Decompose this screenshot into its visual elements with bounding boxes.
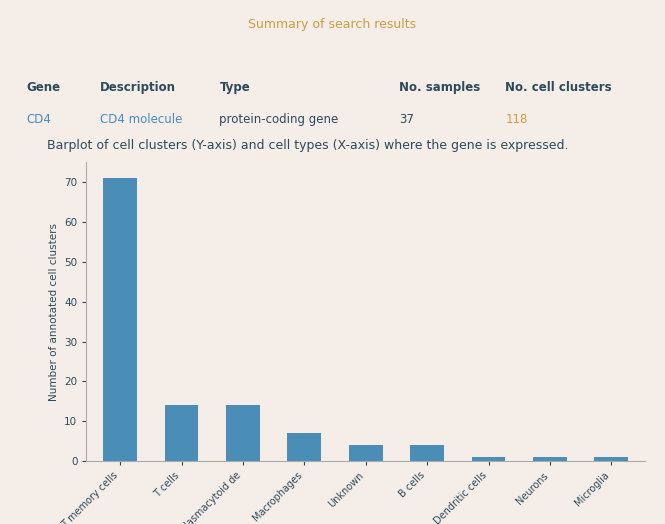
Bar <box>103 178 137 461</box>
Text: Description: Description <box>100 81 176 94</box>
Text: Gene: Gene <box>27 81 61 94</box>
Y-axis label: Number of annotated cell clusters: Number of annotated cell clusters <box>49 223 59 401</box>
Bar <box>349 445 382 461</box>
Text: CD4 molecule: CD4 molecule <box>100 113 182 126</box>
Bar <box>287 433 321 461</box>
Text: Summary of search results: Summary of search results <box>249 18 416 31</box>
Text: CD4: CD4 <box>27 113 51 126</box>
Text: No. cell clusters: No. cell clusters <box>505 81 612 94</box>
Text: 37: 37 <box>399 113 414 126</box>
Text: 118: 118 <box>505 113 528 126</box>
Bar <box>165 406 198 461</box>
Text: protein-coding gene: protein-coding gene <box>219 113 338 126</box>
Bar <box>471 457 505 461</box>
Text: No. samples: No. samples <box>399 81 480 94</box>
Text: Type: Type <box>219 81 250 94</box>
Bar <box>226 406 260 461</box>
Text: Barplot of cell clusters (Y-axis) and cell types (X-axis) where the gene is expr: Barplot of cell clusters (Y-axis) and ce… <box>47 139 568 152</box>
Bar <box>533 457 567 461</box>
Bar <box>410 445 444 461</box>
Bar <box>595 457 628 461</box>
